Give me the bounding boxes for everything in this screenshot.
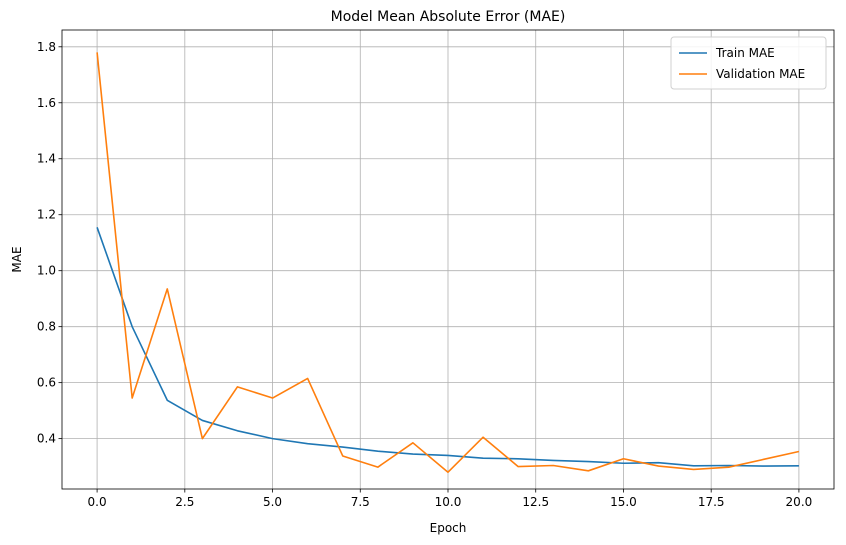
x-tick-label: 5.0 [263, 495, 282, 509]
x-tick-label: 15.0 [610, 495, 637, 509]
series-lines [96, 52, 800, 474]
y-tick-label: 0.6 [37, 376, 56, 390]
y-tick-label: 1.4 [37, 152, 56, 166]
y-tick-label: 0.8 [37, 320, 56, 334]
legend-label-validation-mae: Validation MAE [716, 67, 805, 81]
y-tick-label: 1.6 [37, 96, 56, 110]
legend: Train MAE Validation MAE [670, 36, 827, 90]
y-tick-label: 1.0 [37, 264, 56, 278]
x-tick-label: 17.5 [698, 495, 725, 509]
x-axis-ticks: 0.0 2.5 5.0 7.5 10.0 12.5 15.0 17.5 20.0 [88, 489, 813, 509]
y-axis-label: MAE [10, 246, 24, 272]
chart-title: Model Mean Absolute Error (MAE) [331, 9, 566, 25]
validation-mae-line [96, 52, 800, 474]
x-tick-label: 0.0 [88, 495, 107, 509]
x-tick-label: 2.5 [175, 495, 194, 509]
x-tick-label: 12.5 [522, 495, 549, 509]
x-axis-label: Epoch [430, 521, 467, 535]
train-mae-line [96, 227, 799, 467]
legend-box [670, 36, 827, 90]
y-axis-ticks: 0.4 0.6 0.8 1.0 1.2 1.4 1.6 1.8 [37, 40, 62, 446]
y-tick-label: 1.8 [37, 40, 56, 54]
legend-label-train-mae: Train MAE [715, 46, 775, 60]
x-tick-label: 7.5 [351, 495, 370, 509]
y-tick-label: 0.4 [37, 432, 56, 446]
x-tick-label: 10.0 [435, 495, 462, 509]
y-tick-label: 1.2 [37, 208, 56, 222]
grid [62, 30, 834, 489]
x-tick-label: 20.0 [786, 495, 813, 509]
